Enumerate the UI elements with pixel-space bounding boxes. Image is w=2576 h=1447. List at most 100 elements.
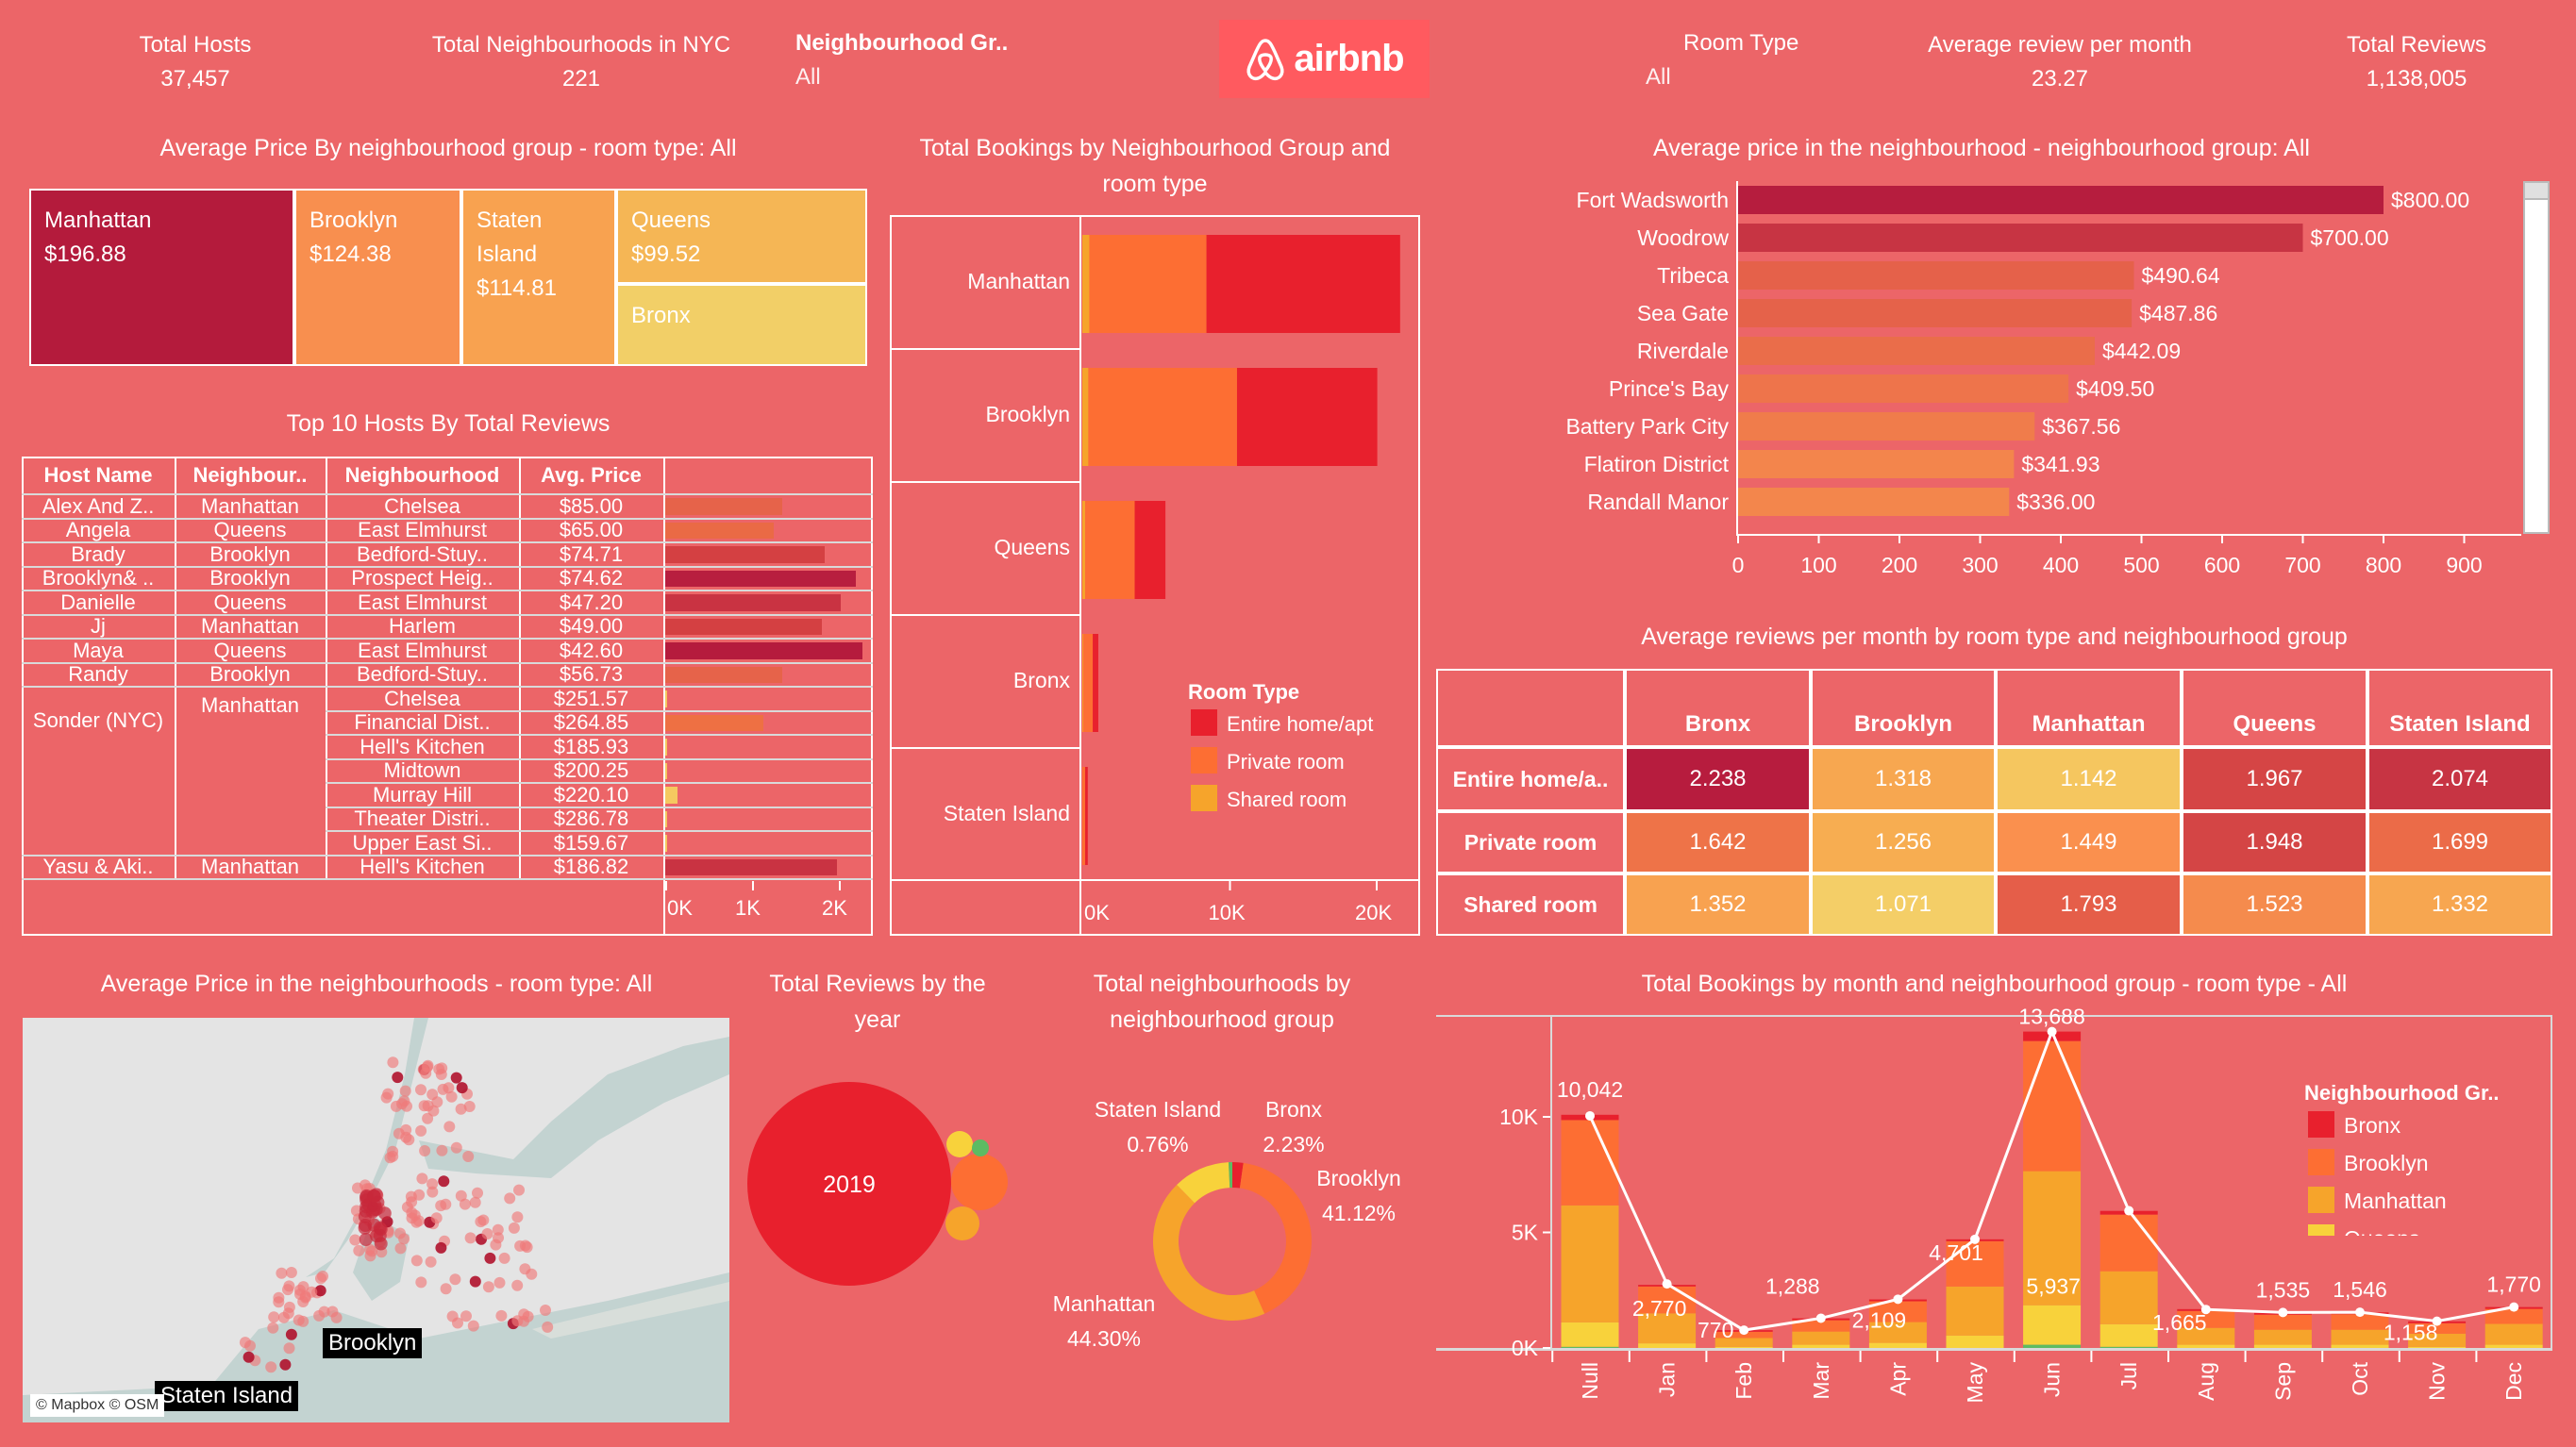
top-neighbourhoods-tick	[1817, 534, 1820, 543]
hosts-column-header[interactable]: Neighbour..	[192, 463, 308, 487]
heatmap-cell[interactable]: 1.449	[1996, 811, 2182, 873]
top-neighbourhoods-scrollbar[interactable]	[2523, 181, 2550, 534]
heatmap-cell[interactable]: 2.238	[1625, 747, 1811, 811]
neighbourhood-group-filter-value[interactable]: All	[795, 64, 821, 90]
host-reviews-bar[interactable]	[665, 594, 841, 611]
host-neighbourhood: East Elmhurst	[358, 639, 487, 662]
hosts-column-divider	[663, 457, 665, 936]
host-neighbourhood: Hell's Kitchen	[360, 735, 485, 758]
nyc-price-map[interactable]: Brooklyn Staten Island © Mapbox © OSM	[23, 1018, 729, 1422]
room-type-filter[interactable]: Room Type All	[1646, 26, 1863, 94]
hosts-column-header[interactable]: Neighbourhood	[344, 463, 500, 487]
neighbourhood-label: Fort Wadsworth	[1577, 188, 1729, 212]
bookings-group-label: Queens	[994, 535, 1070, 559]
heatmap-cell[interactable]: 1.318	[1811, 747, 1996, 811]
host-name[interactable]: Danielle	[60, 590, 136, 614]
map-attribution[interactable]: © Mapbox © OSM	[30, 1394, 165, 1417]
heatmap-cell[interactable]: 1.071	[1811, 873, 1996, 936]
host-name[interactable]: Brady	[71, 542, 125, 566]
airbnb-logo: airbnb	[1219, 20, 1430, 98]
host-name[interactable]: Yasu & Aki..	[42, 855, 154, 879]
hosts-column-header[interactable]: Host Name	[43, 463, 153, 487]
room-type-filter-value[interactable]: All	[1646, 64, 1671, 90]
heatmap-cell[interactable]: 1.793	[1996, 873, 2182, 936]
map-price-dot	[455, 1103, 467, 1115]
map-price-dot	[364, 1243, 376, 1256]
heatmap-cell[interactable]: 1.256	[1811, 811, 1996, 873]
host-name[interactable]: Brooklyn& ..	[42, 566, 155, 590]
host-reviews-bar[interactable]	[665, 498, 783, 515]
host-reviews-bar[interactable]	[665, 787, 677, 804]
scrollbar-thumb[interactable]	[2525, 183, 2548, 200]
host-reviews-bar[interactable]	[665, 690, 667, 707]
heatmap-cell[interactable]: 1.352	[1625, 873, 1811, 936]
treemap-cell-staten-island[interactable]: Staten Island $114.81	[461, 189, 616, 366]
host-name[interactable]: Jj	[91, 614, 106, 639]
heatmap-corner	[1436, 669, 1625, 747]
treemap-cell-queens[interactable]: Queens $99.52	[616, 189, 867, 284]
map-price-dot	[482, 1281, 494, 1293]
treemap-cell-value: $124.38	[309, 241, 392, 267]
host-name[interactable]: Alex And Z..	[42, 494, 155, 518]
host-name[interactable]: Maya	[73, 639, 124, 662]
bookings-axis-tick	[1376, 881, 1378, 890]
host-reviews-bar[interactable]	[665, 666, 783, 683]
hosts-column-header[interactable]: Avg. Price	[541, 463, 642, 487]
treemap-cell-manhattan[interactable]: Manhattan $196.88	[29, 189, 294, 366]
heatmap-cell[interactable]: 1.332	[2367, 873, 2552, 936]
host-avg-price: $65.00	[559, 518, 624, 542]
donut-label-name: Staten Island	[1095, 1097, 1221, 1122]
neighbourhood-price-bar	[1738, 186, 2384, 214]
heatmap-cell[interactable]: 1.948	[2182, 811, 2367, 873]
monthly-legend-item: Brooklyn	[2344, 1151, 2428, 1175]
monthly-total-point	[1739, 1325, 1749, 1336]
host-name[interactable]: Randy	[68, 662, 128, 687]
heatmap-cell[interactable]: 1.142	[1996, 747, 2182, 811]
kpi-total-neighbourhoods: Total Neighbourhoods in NYC 221	[393, 28, 770, 96]
host-reviews-bar[interactable]	[665, 762, 667, 779]
host-neighbourhood: Midtown	[383, 758, 461, 783]
treemap-cell-value: $114.81	[477, 275, 557, 301]
host-reviews-bar[interactable]	[665, 570, 857, 587]
top-neighbourhoods-tick	[2221, 534, 2223, 543]
monthly-y-tick	[1543, 1231, 1550, 1234]
host-neighbourhood-group: Manhattan	[201, 614, 299, 639]
heatmap-cell[interactable]: 1.699	[2367, 811, 2552, 873]
heatmap-cell[interactable]: 1.642	[1625, 811, 1811, 873]
host-reviews-bar[interactable]	[665, 546, 826, 563]
host-reviews-bar[interactable]	[665, 810, 667, 827]
map-price-dot	[477, 1214, 490, 1226]
heatmap-cell[interactable]: 2.074	[2367, 747, 2552, 811]
hosts-row-divider	[22, 590, 873, 591]
map-price-dot	[387, 1150, 399, 1162]
heatmap-cell[interactable]: 1.967	[2182, 747, 2367, 811]
host-name[interactable]: Angela	[65, 518, 131, 542]
host-reviews-bar[interactable]	[665, 618, 822, 635]
monthly-bar-brooklyn	[2408, 1322, 2467, 1334]
host-avg-price: $47.20	[559, 590, 624, 614]
monthly-x-tick	[1705, 1351, 1708, 1362]
host-reviews-bar[interactable]	[665, 858, 838, 875]
treemap-cell-name: Staten Island	[477, 208, 543, 267]
hosts-axis-tick-mark	[665, 881, 667, 890]
monthly-total-label: 2,770	[1632, 1296, 1687, 1321]
map-price-dot	[463, 1101, 476, 1112]
heatmap-cell[interactable]: 1.523	[2182, 873, 2367, 936]
host-reviews-bar[interactable]	[665, 642, 862, 659]
host-reviews-bar[interactable]	[665, 739, 667, 756]
treemap-cell-bronx[interactable]: Bronx	[616, 284, 867, 366]
neighbourhood-group-filter[interactable]: Neighbourhood Gr.. All	[795, 26, 1041, 94]
monthly-legend: Bronx Brooklyn Manhattan Queens	[2308, 1111, 2447, 1236]
map-price-dot	[276, 1267, 288, 1279]
treemap-cell-brooklyn[interactable]: Brooklyn $124.38	[294, 189, 461, 366]
neighbourhood-price-bar	[1738, 488, 2010, 516]
host-reviews-bar[interactable]	[665, 714, 763, 731]
donut-label-name: Manhattan	[1053, 1291, 1156, 1316]
monthly-x-tick-label: Jan	[1655, 1362, 1680, 1397]
host-name[interactable]: Sonder (NYC)	[32, 707, 164, 732]
top-neighbourhoods-tick-label: 500	[2123, 553, 2159, 577]
host-reviews-bar[interactable]	[665, 522, 774, 539]
donut-label-pct: 0.76%	[1127, 1132, 1188, 1156]
host-reviews-bar[interactable]	[665, 835, 667, 852]
host-neighbourhood: Bedford-Stuy..	[357, 662, 488, 687]
